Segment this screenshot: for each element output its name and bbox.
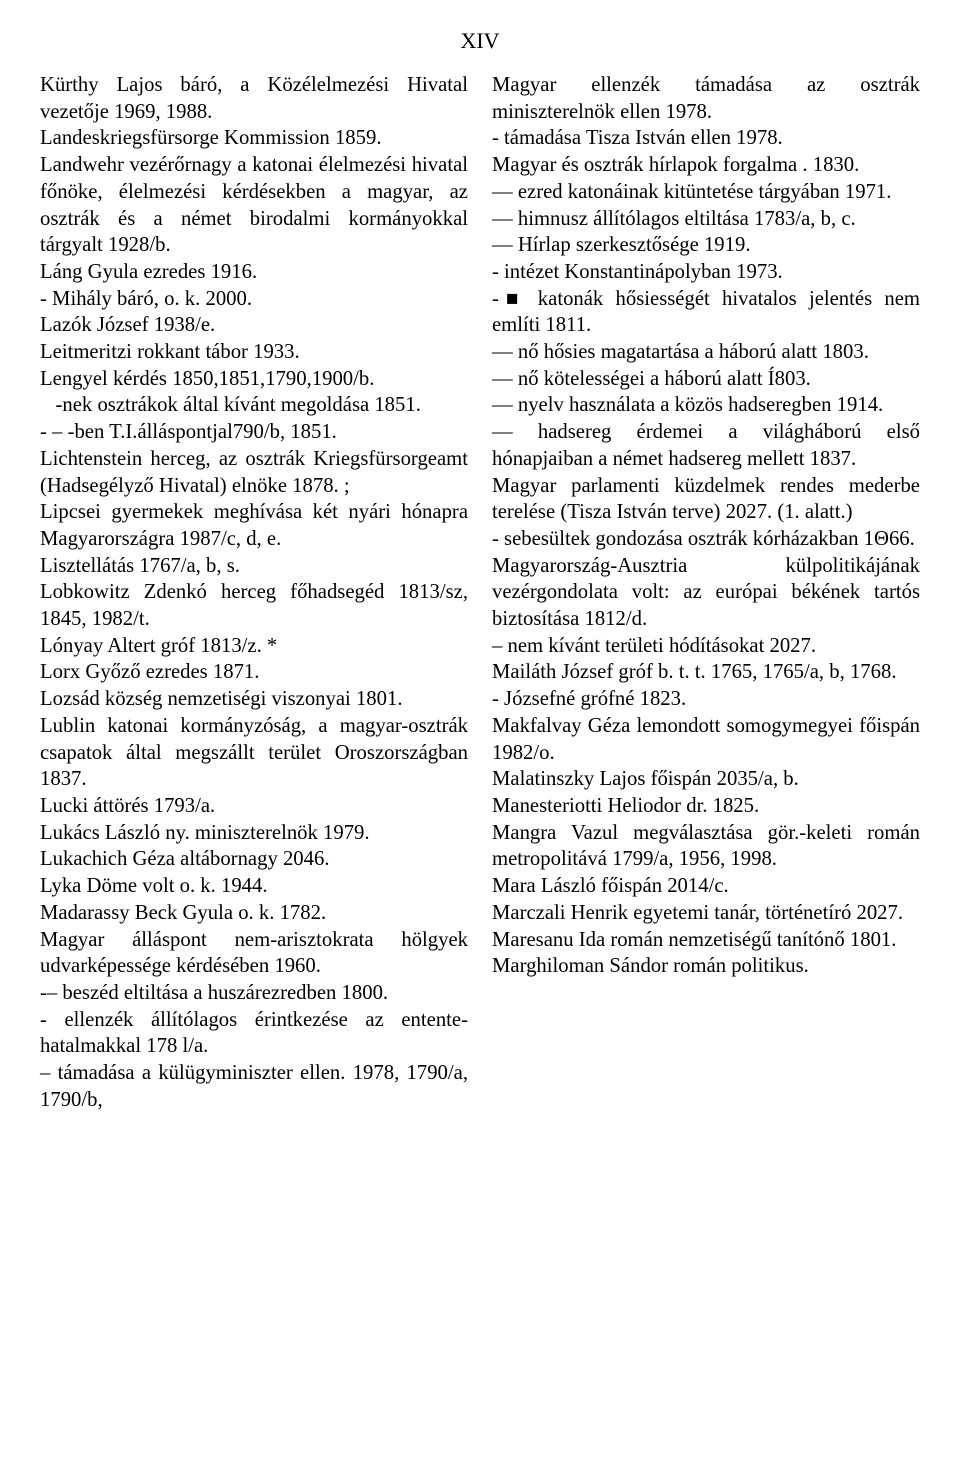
right_column-entry: Marghiloman Sándor román politikus. [492, 953, 920, 980]
right_column-entry: - intézet Konstantinápolyban 1973. [492, 259, 920, 286]
right_column-entry: Maresanu Ida román nemzetiségű tanítónő … [492, 927, 920, 954]
right_column-entry: Mailáth József gróf b. t. t. 1765, 1765/… [492, 659, 920, 686]
left_column-entry: Madarassy Beck Gyula o. k. 1782. [40, 900, 468, 927]
left_column-entry: Lónyay Altert gróf 1813/z. * [40, 633, 468, 660]
left_column-entry: Lukács László ny. miniszterelnök 1979. [40, 820, 468, 847]
left_column-entry: Lucki áttörés 1793/a. [40, 793, 468, 820]
right_column-entry: Magyar ellenzék támadása az osztrák mini… [492, 72, 920, 125]
left-column: Kürthy Lajos báró, a Közélelmezési Hivat… [40, 72, 468, 1113]
right_column-entry: Magyar és osztrák hírlapok forgalma . 18… [492, 152, 920, 179]
left_column-entry: Lazók József 1938/e. [40, 312, 468, 339]
left_column-entry: Lengyel kérdés 1850,1851,1790,1900/b. [40, 366, 468, 393]
left_column-entry: Lorx Győző ezredes 1871. [40, 659, 468, 686]
right_column-entry: Mara László főispán 2014/c. [492, 873, 920, 900]
right_column-entry: Mangra Vazul megválasztása gör.-keleti r… [492, 820, 920, 873]
right_column-entry: — himnusz állítólagos eltiltása 1783/a, … [492, 206, 920, 233]
right_column-entry: — nő hősies magatartása a háború alatt 1… [492, 339, 920, 366]
left_column-entry: Landwehr vezérőrnagy a katonai élelmezés… [40, 152, 468, 259]
right_column-entry: - Józsefné grófné 1823. [492, 686, 920, 713]
left_column-entry: -– beszéd eltiltása a huszárezredben 180… [40, 980, 468, 1007]
page-header: XIV [40, 28, 920, 54]
right_column-entry: - sebesültek gondozása osztrák kórházakb… [492, 526, 920, 553]
right_column-entry: — Hírlap szerkesztősége 1919. [492, 232, 920, 259]
left_column-entry: Magyar álláspont nem-arisztokrata hölgye… [40, 927, 468, 980]
left_column-entry: Lozsád község nemzetiségi viszonyai 1801… [40, 686, 468, 713]
left_column-entry: Láng Gyula ezredes 1916. [40, 259, 468, 286]
left_column-entry: Lobkowitz Zdenkó herceg főhadsegéd 1813/… [40, 579, 468, 632]
right_column-entry: Magyar parlamenti küzdelmek rendes meder… [492, 473, 920, 526]
left_column-entry: Landeskriegsfürsorge Kommission 1859. [40, 125, 468, 152]
left_column-entry: Lukachich Géza altábornagy 2046. [40, 846, 468, 873]
right_column-entry: -■ katonák hősiességét hivatalos jelenté… [492, 286, 920, 339]
right_column-entry: — hadsereg érdemei a világháború első hó… [492, 419, 920, 472]
left_column-entry: Leitmeritzi rokkant tábor 1933. [40, 339, 468, 366]
left_column-entry: -nek osztrákok által kívánt megoldása 18… [40, 392, 468, 419]
right_column-entry: Makfalvay Géza lemondott somogymegyei fő… [492, 713, 920, 766]
left_column-entry: - ellenzék állítólagos érintkezése az en… [40, 1007, 468, 1060]
left_column-entry: - – -ben T.I.álláspontjal790/b, 1851. [40, 419, 468, 446]
right_column-entry: — nyelv használata a közös hadseregben 1… [492, 392, 920, 419]
two-column-layout: Kürthy Lajos báró, a Közélelmezési Hivat… [40, 72, 920, 1113]
left_column-entry: – támadása a külügyminiszter ellen. 1978… [40, 1060, 468, 1113]
right_column-entry: Marczali Henrik egyetemi tanár, történet… [492, 900, 920, 927]
left_column-entry: Kürthy Lajos báró, a Közélelmezési Hivat… [40, 72, 468, 125]
right_column-entry: - támadása Tisza István ellen 1978. [492, 125, 920, 152]
left_column-entry: Lyka Döme volt o. k. 1944. [40, 873, 468, 900]
left_column-entry: Lublin katonai kormányzóság, a magyar-os… [40, 713, 468, 793]
right_column-entry: – nem kívánt területi hódításokat 2027. [492, 633, 920, 660]
right_column-entry: Malatinszky Lajos főispán 2035/a, b. [492, 766, 920, 793]
right_column-entry: — nő kötelességei a háború alatt Í803. [492, 366, 920, 393]
right_column-entry: Manesteriotti Heliodor dr. 1825. [492, 793, 920, 820]
left_column-entry: Lichtenstein herceg, az osztrák Kriegsfü… [40, 446, 468, 499]
left_column-entry: Lipcsei gyermekek meghívása két nyári hó… [40, 499, 468, 552]
right_column-entry: Magyarország-Ausztria külpolitikájának v… [492, 553, 920, 633]
right-column: Magyar ellenzék támadása az osztrák mini… [492, 72, 920, 1113]
left_column-entry: - Mihály báró, o. k. 2000. [40, 286, 468, 313]
left_column-entry: Lisztellátás 1767/a, b, s. [40, 553, 468, 580]
right_column-entry: — ezred katonáinak kitüntetése tárgyában… [492, 179, 920, 206]
